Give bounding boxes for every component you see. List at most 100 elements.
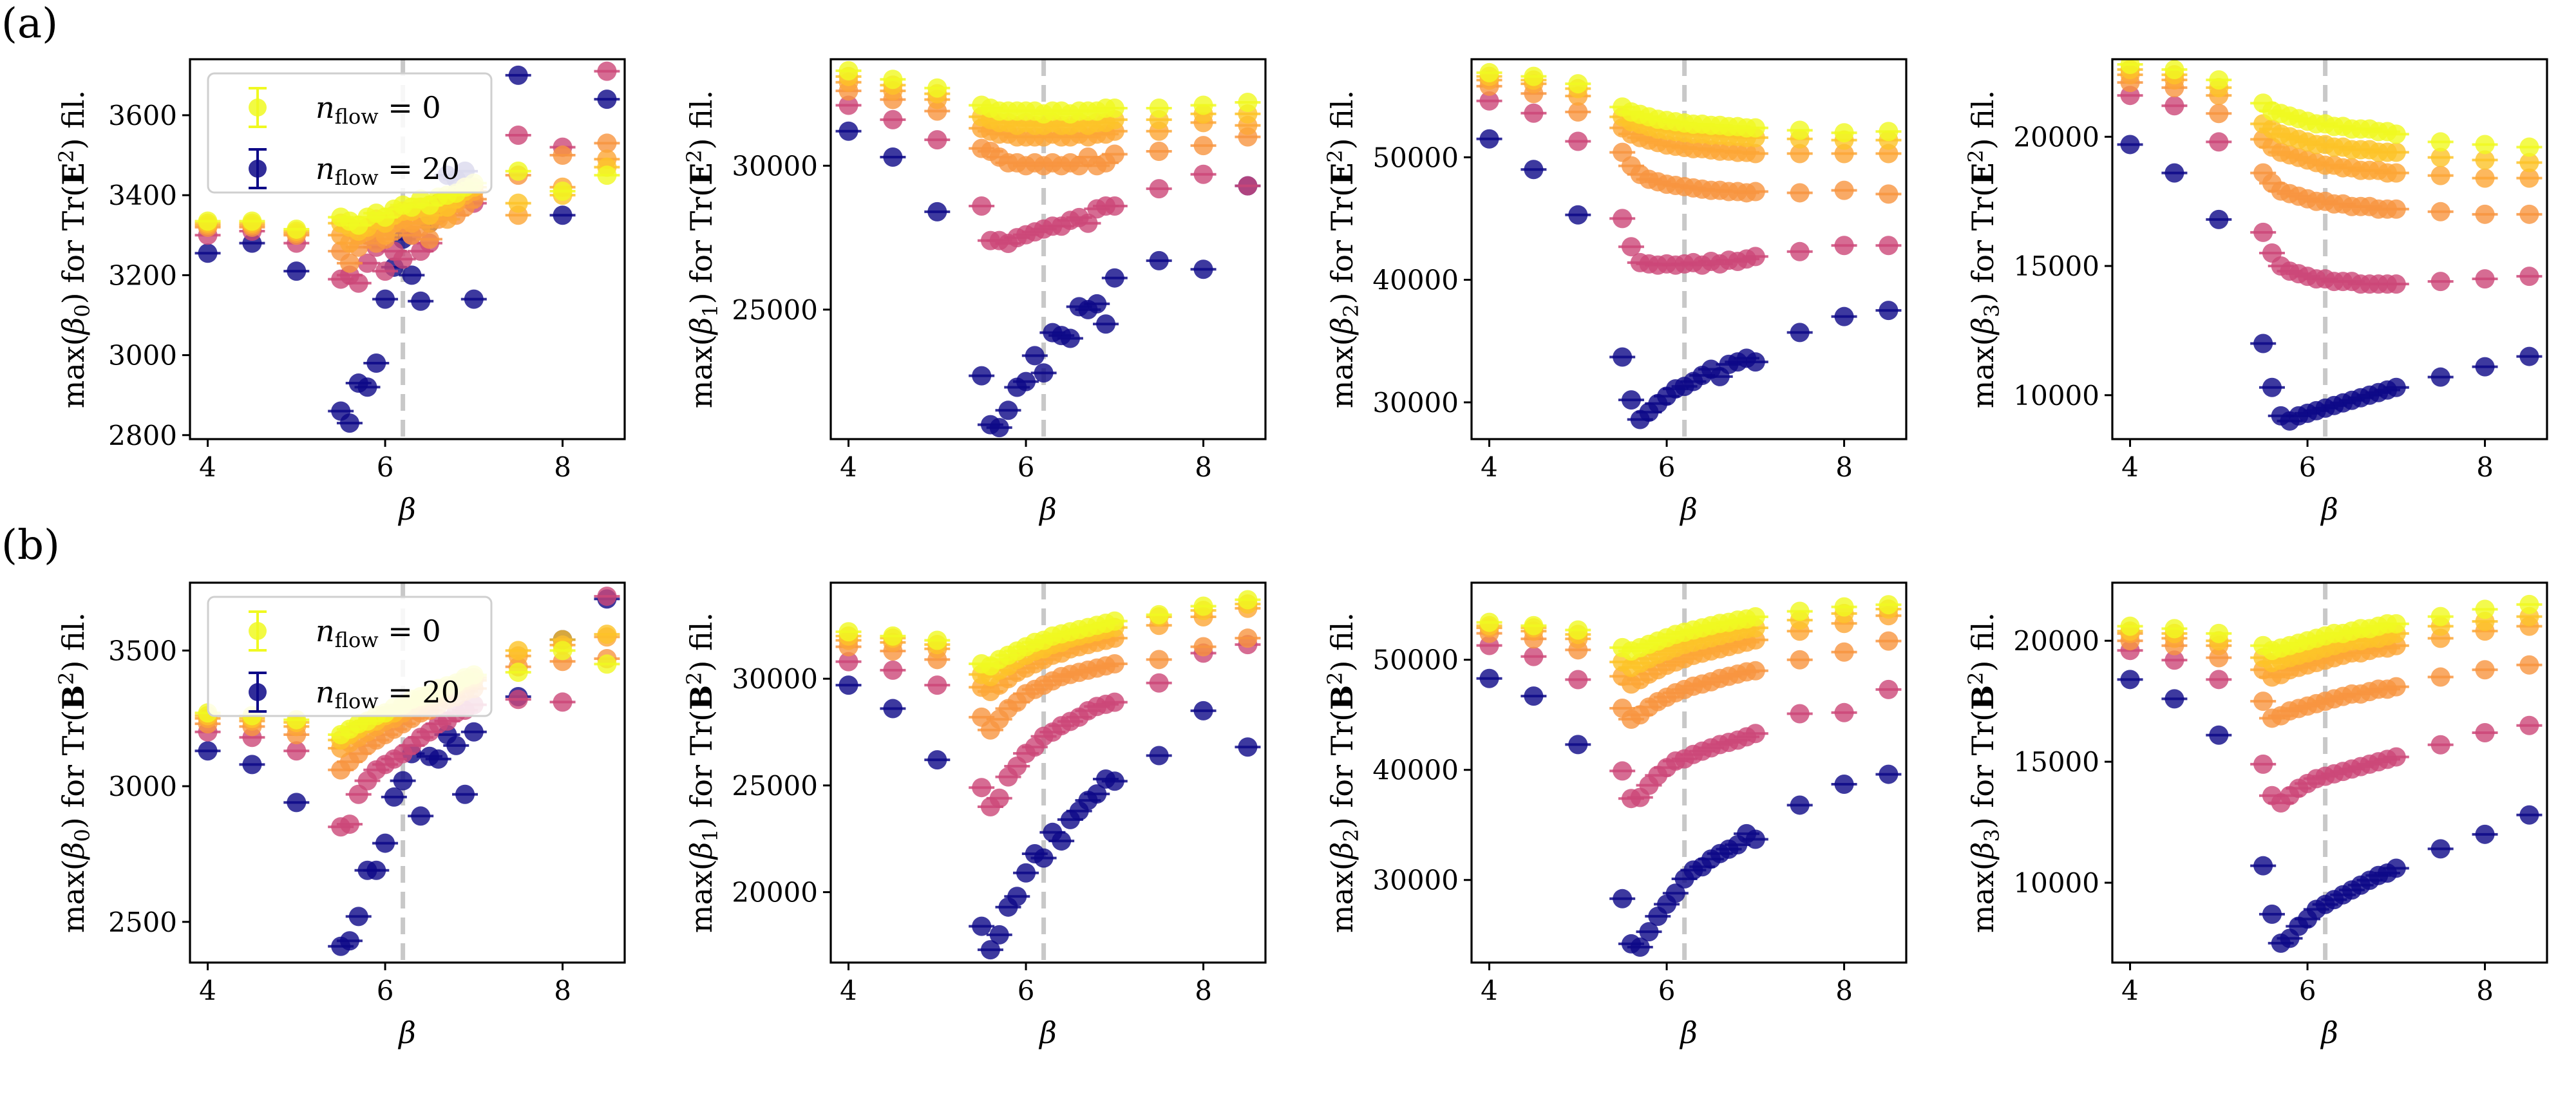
data-point (354, 377, 381, 397)
data-point (363, 860, 390, 880)
data-point (1786, 144, 1813, 164)
data-point (1875, 595, 1902, 615)
data-point (1235, 590, 1261, 610)
data-point (1101, 98, 1128, 118)
x-tick-label: 8 (2476, 975, 2494, 1006)
y-axis-label: max(β0) for Tr(B2) fil. (54, 612, 95, 933)
y-tick-label: 25000 (732, 770, 818, 802)
axes-frame (1470, 581, 1908, 964)
data-point (194, 741, 221, 761)
data-point (345, 273, 372, 293)
y-tick-label: 40000 (1372, 755, 1459, 786)
data-point (1146, 605, 1172, 625)
row-label-b: (b) (1, 522, 60, 569)
data-point (880, 660, 906, 680)
data-point (549, 641, 576, 661)
data-point (2161, 96, 2188, 116)
data-point (1786, 120, 1813, 140)
y-axis-label: max(β3) for Tr(E2) fil. (1964, 90, 2004, 408)
x-axis-label: β (1679, 1015, 1698, 1050)
data-point (1190, 637, 1217, 657)
data-point (1030, 363, 1057, 383)
data-point (986, 925, 1012, 945)
x-axis-label: β (2320, 492, 2338, 527)
x-tick-label: 8 (1835, 451, 1853, 483)
data-point (425, 749, 451, 769)
data-point (2427, 667, 2454, 687)
data-point (1742, 247, 1768, 267)
data-points (194, 61, 620, 433)
data-point (2161, 163, 2188, 183)
x-tick-label: 8 (1835, 975, 1853, 1006)
data-point (2383, 377, 2409, 397)
data-point (443, 735, 469, 755)
chart-panel-b-2: 4 6 8 20000 25000 30000 β max(β1) for Tr(B2) fi… (682, 581, 1267, 1050)
data-point (2516, 153, 2543, 173)
x-axis-label: β (1038, 1015, 1057, 1050)
data-point (460, 289, 487, 309)
data-point (1609, 209, 1636, 229)
y-tick-label: 20000 (2013, 121, 2099, 153)
data-point (408, 806, 434, 826)
data-point (969, 916, 995, 936)
data-point (924, 78, 951, 98)
x-tick-label: 8 (554, 451, 571, 483)
data-point (1146, 746, 1172, 766)
data-point (1609, 761, 1636, 781)
data-points (835, 590, 1261, 960)
data-points (1476, 595, 1902, 957)
legend-marker (249, 160, 267, 178)
x-tick-label: 6 (377, 975, 394, 1006)
data-point (2427, 202, 2454, 221)
data-point (2250, 334, 2277, 353)
data-point (2117, 670, 2143, 690)
data-point (1520, 160, 1547, 180)
data-point (1013, 372, 1039, 391)
data-point (194, 211, 221, 231)
data-point (452, 784, 478, 804)
data-point (336, 253, 363, 273)
data-point (2206, 104, 2232, 124)
axes-frame (2111, 58, 2548, 440)
legend-entry: nflow = 0 (316, 614, 441, 652)
data-point (2472, 168, 2498, 188)
data-point (408, 291, 434, 311)
data-point (1235, 628, 1261, 648)
data-point (1831, 123, 1857, 143)
data-point (505, 193, 531, 213)
data-point (1742, 144, 1768, 164)
y-tick-label: 2800 (108, 420, 177, 451)
data-point (1627, 937, 1653, 957)
chart-panel-b-1: 4 6 8 2500 3000 3500 β max(β0) for Tr(B2) fil. n… (54, 581, 626, 1050)
data-point (2117, 616, 2143, 636)
data-point (1875, 631, 1902, 651)
data-point (977, 940, 1003, 960)
data-point (505, 161, 531, 181)
y-axis-label: max(β1) for Tr(E2) fil. (682, 90, 723, 408)
legend-marker (249, 622, 267, 640)
data-point (1004, 887, 1030, 907)
data-point (1831, 597, 1857, 617)
y-axis-label: max(β0) for Tr(E2) fil. (54, 90, 95, 408)
data-point (1146, 98, 1172, 118)
y-tick-label: 20000 (2013, 625, 2099, 657)
data-points (2117, 59, 2543, 431)
data-point (1831, 144, 1857, 164)
data-point (1875, 679, 1902, 699)
data-point (2383, 274, 2409, 294)
data-point (1786, 323, 1813, 343)
data-point (2472, 204, 2498, 224)
chart-panel-b-4: 4 6 8 10000 15000 20000 β max(β3) for Tr(B2) fi… (1964, 581, 2548, 1050)
data-point (1742, 829, 1768, 849)
data-point (2516, 346, 2543, 366)
data-point (283, 793, 310, 813)
x-tick-label: 4 (199, 975, 216, 1006)
data-point (390, 249, 416, 269)
x-tick-label: 6 (377, 451, 394, 483)
y-tick-label: 3500 (108, 635, 177, 666)
data-point (505, 663, 531, 682)
data-point (2161, 650, 2188, 670)
data-point (594, 654, 620, 674)
data-point (2516, 168, 2543, 188)
x-tick-label: 4 (2121, 975, 2139, 1006)
